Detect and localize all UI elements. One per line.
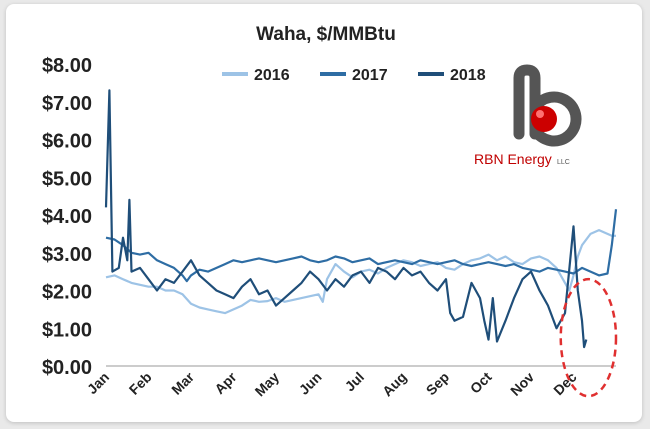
logo-suffix: LLC <box>557 159 570 166</box>
annotations <box>559 277 618 398</box>
x-tick-label: Sep <box>423 369 452 398</box>
x-tick-label: Dec <box>550 369 580 399</box>
x-tick-label: Aug <box>379 369 410 400</box>
chart-title: Waha, $/MMBtu <box>256 24 396 45</box>
price-chart: Waha, $/MMBtu 2016 2017 2018 RBN Energy LL… <box>42 24 618 400</box>
series-lines <box>104 89 618 349</box>
rbn-logo: RBN Energy LLC <box>474 64 582 167</box>
rbn-logo-ball-icon <box>531 106 557 132</box>
x-tick-label: May <box>252 369 283 400</box>
x-tick-label: Jun <box>296 369 325 398</box>
chart-card: Waha, $/MMBtu 2016 2017 2018 RBN Energy LL… <box>6 4 642 422</box>
legend-label: 2017 <box>352 67 388 84</box>
legend-label: 2018 <box>450 67 486 84</box>
rbn-logo-pipe-icon <box>513 64 582 147</box>
x-tick-label: Jul <box>341 369 367 395</box>
y-tick-label: $2.00 <box>42 282 92 304</box>
series-line-2016 <box>105 229 616 315</box>
x-tick-label: Mar <box>168 368 197 397</box>
series-line-2017 <box>105 209 618 283</box>
series-line-2018 <box>104 89 588 349</box>
y-tick-label: $5.00 <box>42 168 92 190</box>
x-tick-label: Apr <box>211 368 240 397</box>
y-tick-label: $4.00 <box>42 206 92 228</box>
y-tick-label: $7.00 <box>42 93 92 115</box>
y-tick-label: $3.00 <box>42 244 92 266</box>
y-tick-label: $1.00 <box>42 319 92 341</box>
x-tick-label: Feb <box>126 369 155 398</box>
y-tick-label: $8.00 <box>42 55 92 77</box>
x-tick-label: Oct <box>467 369 495 397</box>
legend: 2016 2017 2018 <box>222 67 486 84</box>
logo-wordmark: RBN Energy <box>474 151 552 167</box>
highlight-ellipse <box>559 277 618 398</box>
y-tick-label: $0.00 <box>42 357 92 379</box>
x-tick-label: Nov <box>507 369 537 399</box>
y-tick-label: $6.00 <box>42 131 92 153</box>
legend-label: 2016 <box>254 67 290 84</box>
